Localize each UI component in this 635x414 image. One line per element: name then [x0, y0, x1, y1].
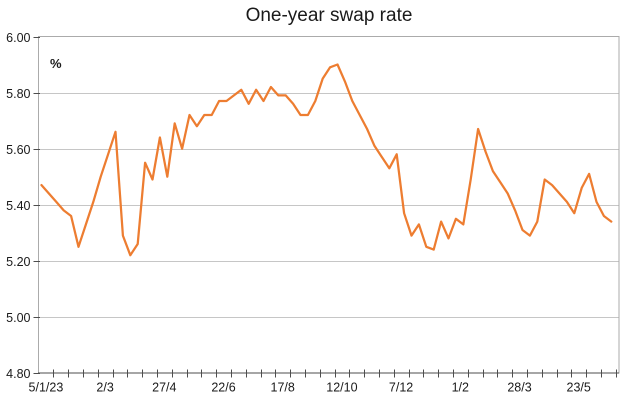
- y-axis-label: 5.60: [6, 143, 30, 157]
- x-axis-label: 22/6: [211, 381, 235, 395]
- x-axis-label: 12/10: [326, 381, 357, 395]
- y-axis-label: 5.80: [6, 87, 30, 101]
- x-axis-label: 23/5: [567, 381, 591, 395]
- x-axis-label: 7/12: [389, 381, 413, 395]
- plot-border: [38, 36, 620, 374]
- x-axis-label: 27/4: [152, 381, 176, 395]
- chart-title: One-year swap rate: [245, 5, 413, 26]
- x-axis-label: 17/8: [271, 381, 295, 395]
- y-axis-label: 5.00: [6, 311, 30, 325]
- x-axis-label: 28/3: [507, 381, 531, 395]
- swap-rate-line: [40, 63, 613, 257]
- y-axis-label: 6.00: [6, 31, 30, 45]
- x-axis-label: 2/3: [96, 381, 113, 395]
- x-axis-label: 1/2: [452, 381, 469, 395]
- x-axis-label: 5/1/23: [29, 381, 64, 395]
- y-axis-label: 5.40: [6, 199, 30, 213]
- y-axis-label: 4.80: [6, 367, 30, 381]
- y-axis-label: 5.20: [6, 255, 30, 269]
- unit-label: %: [50, 56, 62, 71]
